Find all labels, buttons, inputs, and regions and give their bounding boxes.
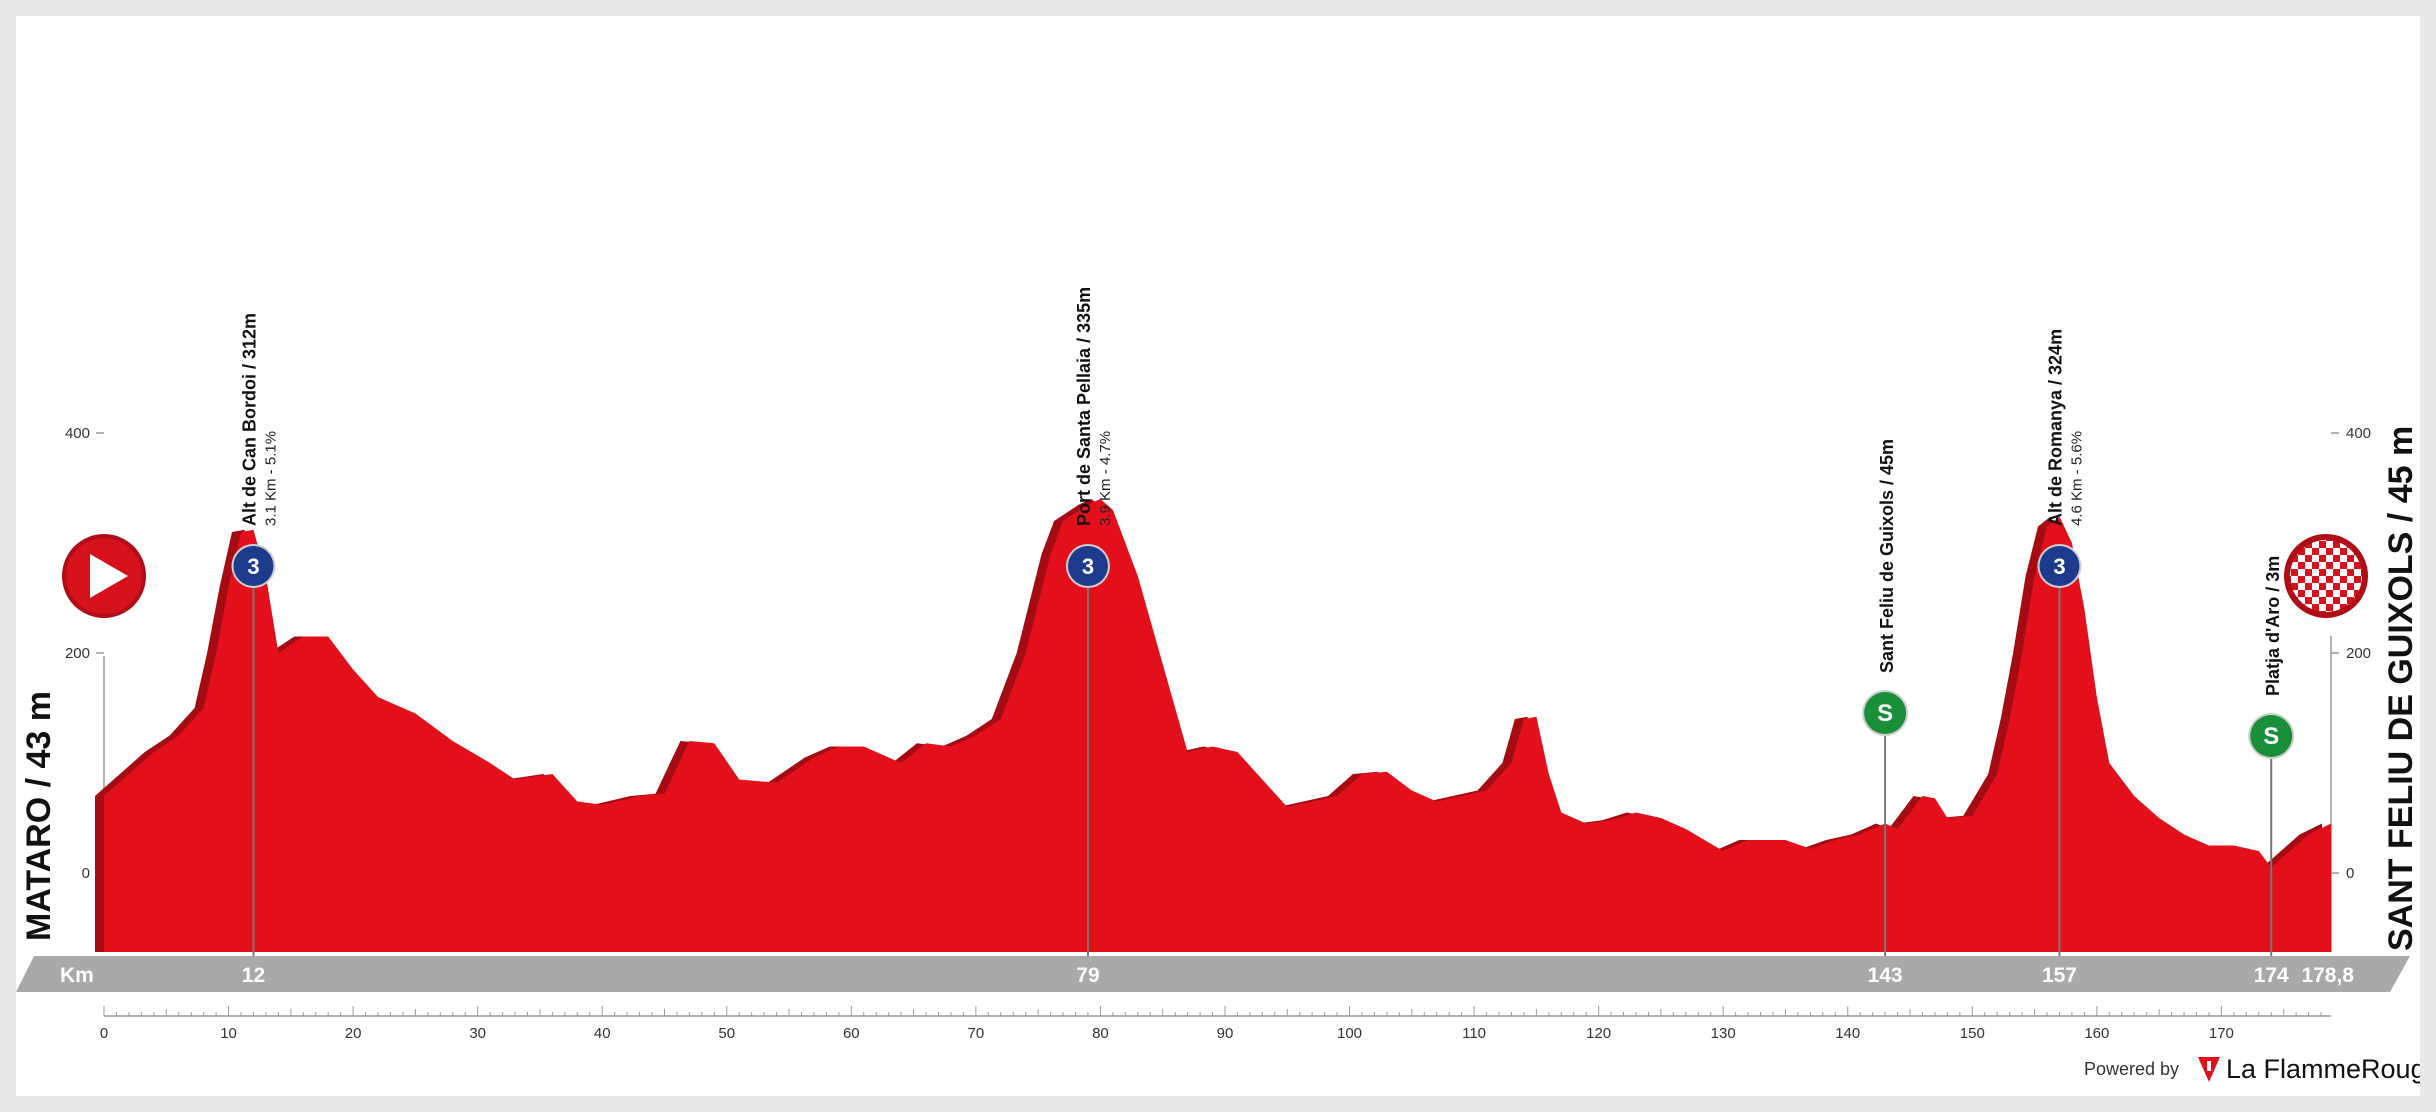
checkpoint-badge-label: 3 (247, 554, 259, 579)
checkpoint-name: Alt de Romanya / 324m (2045, 329, 2065, 526)
x-tick-label: 170 (2209, 1025, 2234, 1042)
checkpoint-name: Platja d'Aro / 3m (2263, 556, 2283, 696)
x-tick-label: 40 (594, 1025, 611, 1042)
checkered-flag-icon (2290, 540, 2362, 612)
y-tick-label-right: 400 (2346, 425, 2371, 442)
checkpoint-detail: 3.1 Km - 5.1% (262, 431, 279, 526)
km-band-label: Km (60, 964, 94, 987)
checkpoint-markers: 3 Alt de Can Bordoi / 312m 3.1 Km - 5.1% 3 P… (231, 287, 2295, 956)
km-band-marker: 143 (1868, 964, 1903, 987)
x-tick-label: 20 (345, 1025, 362, 1042)
x-tick-label: 0 (100, 1025, 108, 1042)
checkpoint-badge-label: 3 (1082, 554, 1094, 579)
km-total-label: 178,8 (2301, 964, 2354, 987)
sprint-icon (1864, 692, 1907, 734)
climb-category-icon (1067, 546, 1108, 586)
play-icon (90, 554, 128, 598)
x-tick-label: 110 (1462, 1025, 1486, 1042)
checkpoint-badge-label: 3 (2053, 554, 2065, 579)
km-band-marker: 174 (2254, 964, 2289, 987)
x-tick-label: 150 (1960, 1025, 1985, 1042)
y-tick-label-left: 400 (65, 425, 90, 442)
checkpoint-detail: 4.6 Km - 5.6% (2068, 431, 2085, 526)
x-tick-label: 100 (1337, 1025, 1362, 1042)
x-tick-label: 130 (1711, 1025, 1736, 1042)
brand-label: La FlammeRouge (2226, 1054, 2420, 1084)
km-band-marker: 12 (242, 964, 265, 987)
x-tick-label: 50 (718, 1025, 735, 1042)
y-tick-label-right: 0 (2346, 865, 2354, 882)
stage-profile-frame: 0 0 200 200 400 400 3 Alt de Can Bordoi / 312m… (16, 16, 2420, 1096)
x-tick-label: 140 (1835, 1025, 1860, 1042)
km-band (16, 956, 2410, 992)
x-axis-group: 0 10 20 30 40 50 60 70 80 90 100 110 120 130 140 150 160… (100, 1006, 2331, 1042)
finish-city-label: SANT FELIU DE GUIXOLS / 45 m (2382, 426, 2420, 951)
x-tick-label: 80 (1092, 1025, 1109, 1042)
powered-by-label: Powered by (2084, 1059, 2179, 1079)
elevation-profile-area (104, 499, 2331, 952)
climb-category-icon (2039, 546, 2080, 586)
checkpoint-name: Alt de Can Bordoi / 312m (239, 313, 259, 526)
y-tick-label-right: 200 (2346, 645, 2371, 662)
sprint-icon (2250, 715, 2293, 757)
checkpoint-name: Sant Feliu de Guixols / 45m (1877, 439, 1897, 673)
km-band-markers: 12 79 143 157 174 (242, 964, 2289, 987)
flamme-rouge-logo-icon (2198, 1057, 2220, 1082)
x-tick-label: 70 (968, 1025, 985, 1042)
x-tick-label: 120 (1586, 1025, 1611, 1042)
y-tick-label-left: 0 (82, 865, 90, 882)
climb-category-icon (233, 546, 274, 586)
x-tick-label: 30 (469, 1025, 486, 1042)
x-tick-label: 160 (2084, 1025, 2109, 1042)
km-band-marker: 79 (1076, 964, 1099, 987)
km-band-marker: 157 (2042, 964, 2077, 987)
checkpoint-badge-label: S (2263, 723, 2279, 750)
finish-badge (2284, 534, 2368, 618)
checkpoint-detail: 3.9 Km - 4.7% (1097, 431, 1114, 526)
x-tick-label: 90 (1217, 1025, 1234, 1042)
y-tick-label-left: 200 (65, 645, 90, 662)
checkpoint-badge-label: S (1877, 700, 1893, 727)
x-tick-label: 60 (843, 1025, 860, 1042)
start-badge (62, 534, 146, 618)
start-city-label: MATARO / 43 m (20, 691, 58, 941)
y-axis-group: 0 0 200 200 400 400 (65, 425, 2371, 952)
checkpoint-name: Port de Santa Pellaia / 335m (1074, 287, 1094, 526)
x-tick-label: 10 (220, 1025, 237, 1042)
